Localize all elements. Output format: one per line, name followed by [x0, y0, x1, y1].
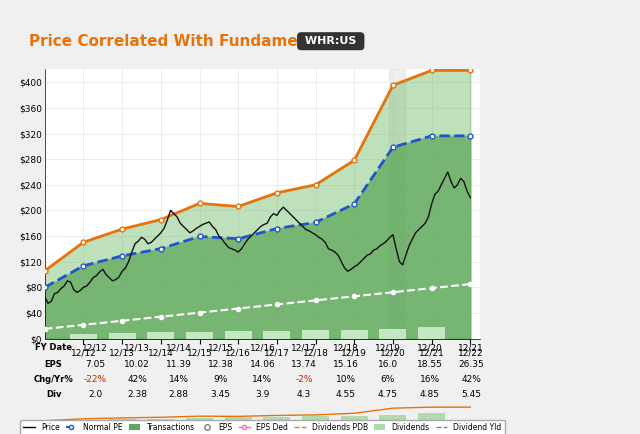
Text: 12/12: 12/12	[83, 343, 108, 352]
Bar	[264, 331, 291, 339]
Text: 26.35: 26.35	[458, 359, 484, 368]
Bar	[302, 330, 329, 339]
Text: 4.55: 4.55	[336, 390, 356, 399]
Text: 11.39: 11.39	[166, 359, 192, 368]
Bar	[70, 421, 97, 425]
Text: 12/16: 12/16	[250, 343, 275, 352]
Text: 12/21: 12/21	[458, 343, 484, 352]
Bar	[418, 327, 445, 339]
Text: 18.55: 18.55	[417, 359, 442, 368]
Text: -22%: -22%	[84, 375, 107, 385]
Text: 3.9: 3.9	[255, 390, 269, 399]
Bar	[147, 332, 174, 339]
Text: 14%: 14%	[169, 375, 189, 385]
Text: 42%: 42%	[461, 375, 481, 385]
Text: 14%: 14%	[252, 375, 273, 385]
Text: 12/18: 12/18	[333, 343, 359, 352]
Text: 15.16: 15.16	[333, 359, 359, 368]
Text: EPS: EPS	[45, 359, 62, 368]
Text: FY Date: FY Date	[35, 343, 72, 352]
Text: 12/14: 12/14	[166, 343, 192, 352]
Text: 16.0: 16.0	[378, 359, 398, 368]
Text: 12/15: 12/15	[208, 343, 234, 352]
Bar	[380, 329, 406, 339]
Text: 2.38: 2.38	[127, 390, 147, 399]
Bar	[264, 417, 291, 425]
Text: 6%: 6%	[381, 375, 395, 385]
Bar	[418, 413, 445, 425]
Text: 14.06: 14.06	[250, 359, 275, 368]
Text: Chg/Yr%: Chg/Yr%	[34, 375, 74, 385]
Text: 4.75: 4.75	[378, 390, 397, 399]
Bar	[225, 418, 252, 425]
Text: 10%: 10%	[336, 375, 356, 385]
Text: 12.38: 12.38	[208, 359, 234, 368]
Bar	[109, 333, 136, 339]
Bar	[186, 332, 213, 339]
Text: 4.3: 4.3	[297, 390, 311, 399]
Text: WHR:US: WHR:US	[301, 36, 360, 46]
Bar	[340, 329, 368, 339]
Text: 4.85: 4.85	[419, 390, 440, 399]
Text: 3.45: 3.45	[211, 390, 230, 399]
Text: 2.0: 2.0	[88, 390, 102, 399]
Text: -2%: -2%	[296, 375, 313, 385]
Bar	[225, 331, 252, 339]
Text: 2.88: 2.88	[169, 390, 189, 399]
Text: 12/19: 12/19	[375, 343, 401, 352]
Text: 12/20: 12/20	[417, 343, 442, 352]
Legend: Price, Normal PE, Transactions, EPS, EPS Ded, Dividends PDB, Dividends, Dividend: Price, Normal PE, Transactions, EPS, EPS…	[20, 420, 504, 434]
Bar	[389, 69, 404, 339]
Text: 13.74: 13.74	[291, 359, 317, 368]
Text: 12/17: 12/17	[291, 343, 317, 352]
Bar	[302, 416, 329, 425]
Bar	[147, 419, 174, 425]
Text: 5.45: 5.45	[461, 390, 481, 399]
Text: 12/13: 12/13	[124, 343, 150, 352]
Text: 42%: 42%	[127, 375, 147, 385]
Text: 9%: 9%	[213, 375, 228, 385]
Bar	[70, 334, 97, 339]
Text: 10.02: 10.02	[124, 359, 150, 368]
Text: Div: Div	[45, 390, 61, 399]
Bar	[109, 419, 136, 425]
Bar	[186, 418, 213, 425]
Bar	[380, 415, 406, 425]
Bar	[340, 416, 368, 425]
Text: 16%: 16%	[419, 375, 440, 385]
Text: 7.05: 7.05	[85, 359, 106, 368]
Text: Price Correlated With Fundamentals: Price Correlated With Fundamentals	[29, 34, 340, 49]
